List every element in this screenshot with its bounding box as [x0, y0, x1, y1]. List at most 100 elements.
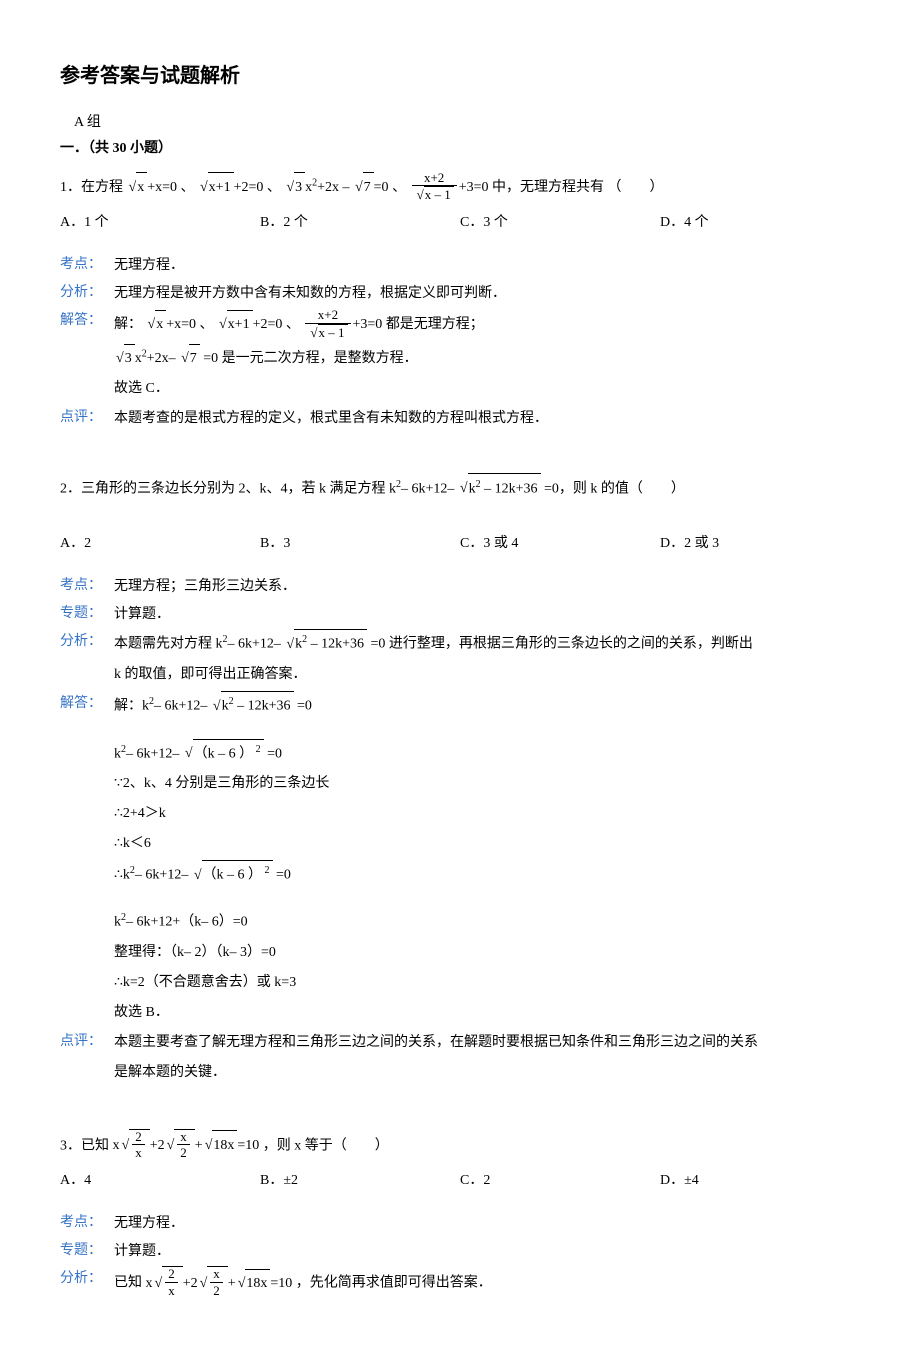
label-jieda: 解答：: [60, 691, 114, 715]
text: k: [114, 746, 121, 761]
sep: 、: [199, 317, 213, 332]
rad: k: [469, 481, 476, 496]
text: +3=0: [353, 317, 383, 332]
content: 本题需先对方程 k2– 6k+12– k2 – 12k+36 =0 进行整理，再…: [114, 629, 860, 691]
text: =0 是一元二次方程，是整数方程．: [203, 351, 417, 366]
label-fenxi: 分析：: [60, 280, 114, 304]
option-a: A．2: [60, 533, 260, 555]
text: +2x –: [317, 180, 349, 195]
text: k 的取值，即可得出正确答案．: [114, 661, 860, 689]
content: 无理方程是被开方数中含有未知数的方程，根据定义即可判断．: [114, 280, 860, 308]
content: 无理方程；三角形三边关系．: [114, 573, 860, 601]
text: – 6k+12–: [154, 699, 207, 714]
text: 本题需先对方程 k: [114, 637, 223, 652]
num: x: [177, 1130, 190, 1145]
page-title: 参考答案与试题解析: [60, 60, 860, 92]
q1-options: A．1 个 B．2 个 C．3 个 D．4 个: [60, 212, 860, 234]
text: 1．在方程: [60, 180, 123, 195]
content: 计算题．: [114, 601, 860, 629]
content: 已知 x2x+2x2+18x=10 ，先化简再求值即可得出答案．: [114, 1266, 860, 1301]
label-zhuanti: 专题：: [60, 601, 114, 625]
option-d: D．2 或 3: [660, 533, 860, 555]
text: 故选 C．: [114, 375, 860, 403]
text: 解：k: [114, 699, 149, 714]
rad: x+1: [227, 310, 253, 339]
num: 2: [132, 1130, 145, 1145]
text: 中，无理方程共有 （ ）: [492, 180, 664, 195]
text: +2=0: [253, 317, 283, 332]
content: 解： x+x=0 、 x+1+2=0 、 x+2x – 1+3=0 都是无理方程…: [114, 308, 860, 404]
rad: x: [136, 172, 147, 204]
text: – 6k+12+（k– 6）=0: [126, 915, 248, 930]
rad: x – 1: [318, 324, 348, 342]
text: 3．已知: [60, 1138, 109, 1153]
option-c: C．2: [460, 1170, 660, 1192]
text: ，则 x 等于（ ）: [263, 1138, 389, 1153]
q3-options: A．4 B．±2 C．2 D．±4: [60, 1170, 860, 1192]
rad: 18x: [212, 1130, 237, 1162]
text: ∴k=2（不合题意舍去）或 k=3: [114, 969, 860, 997]
q1-stem: 1．在方程 x+x=0 、 x+1+2=0 、 3x2+2x – 7=0 、 x…: [60, 171, 860, 204]
text: x: [146, 1276, 153, 1291]
option-b: B．2 个: [260, 212, 460, 234]
option-d: D．±4: [660, 1170, 860, 1192]
option-a: A．1 个: [60, 212, 260, 234]
text: x: [135, 351, 142, 366]
rad: 3: [294, 172, 305, 204]
text: x: [113, 1138, 120, 1153]
content: 本题主要考查了解无理方程和三角形三边之间的关系，在解题时要根据已知条件和三角形三…: [114, 1029, 860, 1089]
option-b: B．±2: [260, 1170, 460, 1192]
label-dianping: 点评：: [60, 405, 114, 429]
text: x: [305, 180, 312, 195]
text: =0: [297, 699, 312, 714]
text: +2=0: [234, 180, 264, 195]
text: 2．三角形的三条边长分别为 2、k、4，若 k 满足方程 k: [60, 481, 396, 496]
text: +3=0: [459, 180, 489, 195]
label-fenxi: 分析：: [60, 1266, 114, 1290]
section-head: 一．（共 30 小题）: [60, 138, 860, 160]
label-zhuanti: 专题：: [60, 1238, 114, 1262]
rad: 7: [189, 344, 200, 373]
content: 无理方程．: [114, 1210, 860, 1238]
option-c: C．3 或 4: [460, 533, 660, 555]
option-b: B．3: [260, 533, 460, 555]
rad: （k – 6 ）: [203, 868, 263, 883]
label-kaodian: 考点：: [60, 573, 114, 597]
text: +2x–: [147, 351, 176, 366]
rad: 18x: [245, 1269, 270, 1298]
text: =10: [237, 1138, 259, 1153]
q2-stem: 2．三角形的三条边长分别为 2、k、4，若 k 满足方程 k2– 6k+12– …: [60, 473, 860, 505]
sep: 、: [392, 180, 406, 195]
text: =0 进行整理，再根据三角形的三条边长的之间的关系，判断出: [371, 637, 753, 652]
rad: – 12k+36: [481, 481, 538, 496]
sep: 、: [180, 180, 194, 195]
text: ∴k: [114, 868, 130, 883]
text: =0，则 k 的值（ ）: [544, 481, 685, 496]
option-a: A．4: [60, 1170, 260, 1192]
num: x: [210, 1267, 223, 1282]
q1-analysis: 考点： 无理方程． 分析： 无理方程是被开方数中含有未知数的方程，根据定义即可判…: [60, 252, 860, 432]
label-jieda: 解答：: [60, 308, 114, 332]
text: +: [228, 1276, 236, 1291]
option-d: D．4 个: [660, 212, 860, 234]
label-fenxi: 分析：: [60, 629, 114, 653]
text: – 6k+12–: [135, 868, 188, 883]
q3-analysis: 考点： 无理方程． 专题： 计算题． 分析： 已知 x2x+2x2+18x=10…: [60, 1210, 860, 1301]
text: +2: [150, 1138, 165, 1153]
sep: 、: [286, 317, 300, 332]
num: x+2: [305, 308, 350, 323]
content: 解：k2– 6k+12– k2 – 12k+36 =0 k2– 6k+12– （…: [114, 691, 860, 1029]
content: 计算题．: [114, 1238, 860, 1266]
q2-options: A．2 B．3 C．3 或 4 D．2 或 3: [60, 533, 860, 555]
den: x: [132, 1145, 145, 1162]
rad: 7: [363, 172, 374, 204]
text: =0: [276, 868, 291, 883]
text: +x=0: [147, 180, 177, 195]
label-kaodian: 考点：: [60, 252, 114, 276]
rad: 3: [124, 344, 135, 373]
num: 2: [165, 1267, 178, 1282]
group-label: A 组: [60, 112, 860, 134]
rad: – 12k+36: [307, 637, 364, 652]
text: =10: [270, 1276, 292, 1291]
sep: 、: [267, 180, 281, 195]
